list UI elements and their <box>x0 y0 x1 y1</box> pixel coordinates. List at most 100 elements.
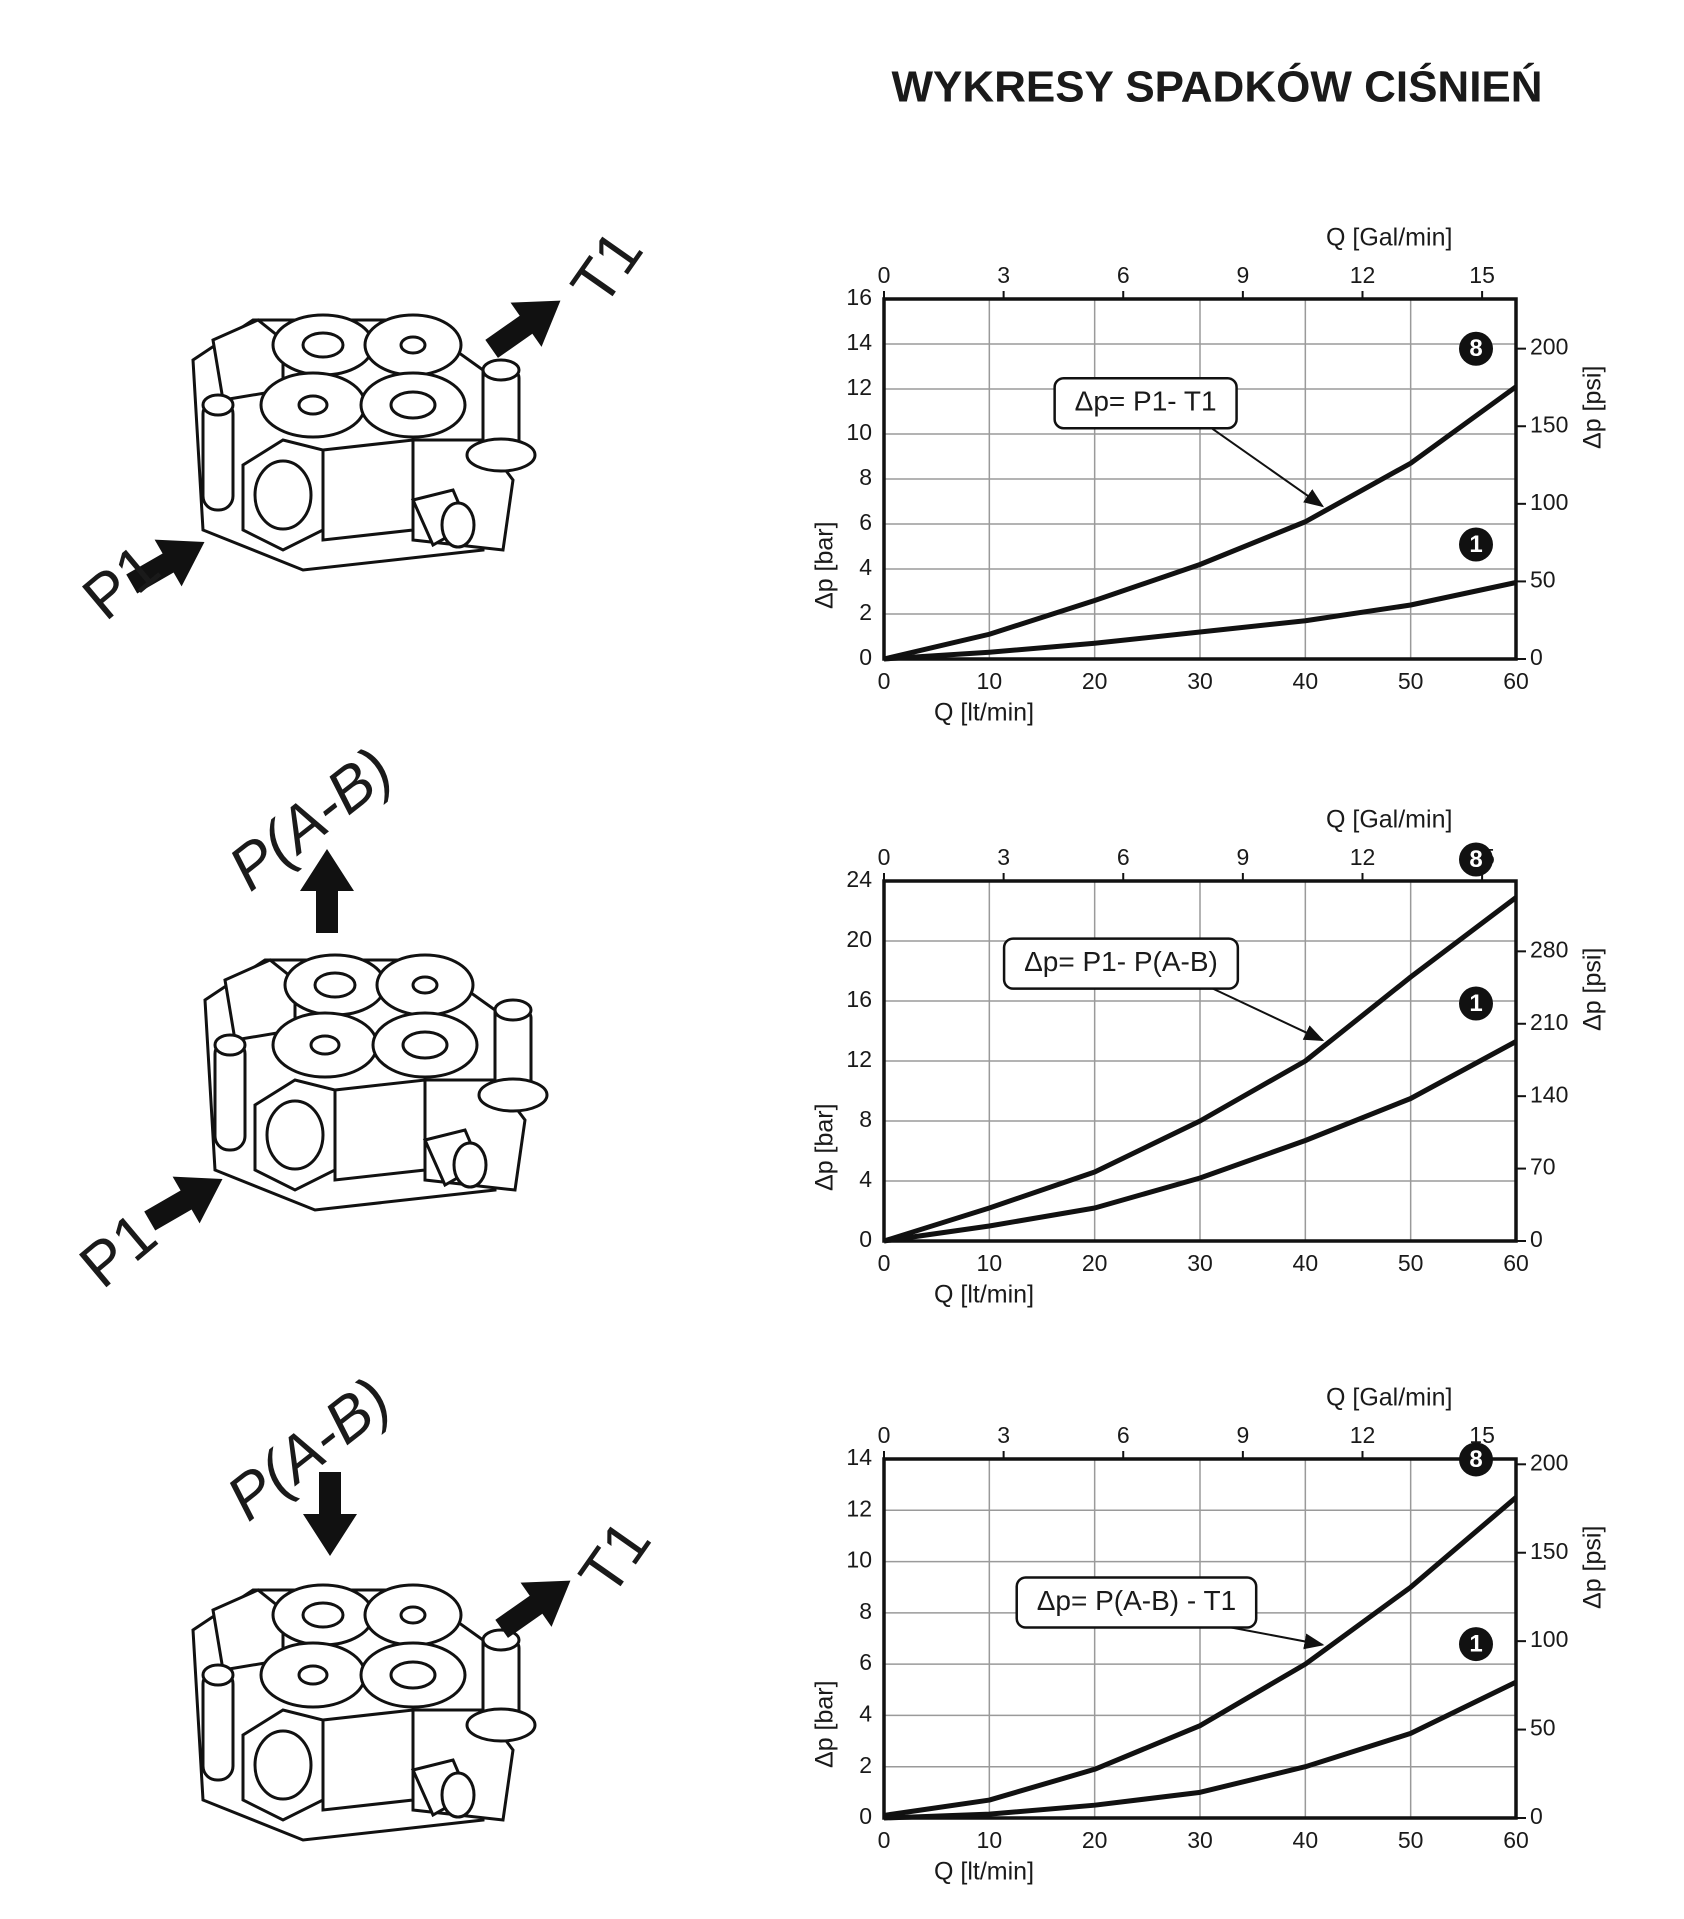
y2-tick-label: 0 <box>1530 1803 1543 1829</box>
x2-tick-label: 9 <box>1236 262 1249 288</box>
y-tick-label: 12 <box>846 374 872 400</box>
x2-tick-label: 12 <box>1350 262 1376 288</box>
y2-tick-label: 140 <box>1530 1081 1568 1107</box>
x2-tick-label: 0 <box>878 1422 891 1448</box>
y-tick-label: 6 <box>859 509 872 535</box>
x2-axis-label: Q [Gal/min] <box>1326 224 1452 252</box>
y2-tick-label: 100 <box>1530 1626 1568 1652</box>
y2-tick-label: 0 <box>1530 644 1543 670</box>
x-tick-label: 60 <box>1503 1250 1529 1276</box>
series-name: 1 <box>1469 1630 1482 1657</box>
x-tick-label: 0 <box>878 1250 891 1276</box>
y-axis-label: Δp [bar] <box>811 521 839 609</box>
x2-axis-label: Q [Gal/min] <box>1326 1384 1452 1412</box>
plot-frame <box>882 879 1518 1243</box>
y-tick-label: 8 <box>859 1106 872 1132</box>
x-tick-label: 40 <box>1293 1250 1319 1276</box>
annotation: Δp= P(A-B) - T1 <box>1037 1585 1236 1616</box>
series-name: 8 <box>1469 846 1482 873</box>
y-axis-label: Δp [bar] <box>811 1103 839 1191</box>
y2-tick-label: 200 <box>1530 1449 1568 1475</box>
y-tick-label: 10 <box>846 419 872 445</box>
x-tick-label: 0 <box>878 668 891 694</box>
x-tick-label: 20 <box>1082 1827 1108 1853</box>
y-tick-label: 6 <box>859 1649 872 1675</box>
port-label: P(A-B) <box>214 1365 403 1534</box>
valve-drawing <box>193 315 535 570</box>
x2-tick-label: 6 <box>1117 1422 1130 1448</box>
x-tick-label: 10 <box>977 1827 1003 1853</box>
y-tick-label: 0 <box>859 1803 872 1829</box>
x-tick-label: 40 <box>1293 668 1319 694</box>
annotation-arrow <box>1211 427 1325 508</box>
x2-axis-label: Q [Gal/min] <box>1326 806 1452 834</box>
series-line <box>883 1495 1518 1818</box>
y-tick-label: 10 <box>846 1547 872 1573</box>
y2-axis-label: Δp [psi] <box>1579 366 1607 449</box>
port-label: T1 <box>558 219 656 318</box>
y-tick-label: 16 <box>846 284 872 310</box>
y-tick-label: 14 <box>846 1444 872 1470</box>
x-tick-label: 50 <box>1398 1827 1424 1853</box>
x-tick-label: 40 <box>1293 1827 1319 1853</box>
x2-tick-label: 0 <box>878 262 891 288</box>
port-label: P1 <box>70 532 172 634</box>
annotation: Δp= P1- P(A-B) <box>1024 946 1218 977</box>
series-marker <box>1459 331 1493 366</box>
y2-tick-label: 50 <box>1530 1715 1556 1741</box>
y-tick-label: 8 <box>859 1598 872 1624</box>
x-tick-label: 50 <box>1398 668 1424 694</box>
y2-tick-label: 100 <box>1530 489 1568 515</box>
y-tick-label: 4 <box>859 1701 872 1727</box>
x-tick-label: 50 <box>1398 1250 1424 1276</box>
x2-tick-label: 9 <box>1236 844 1249 870</box>
x2-tick-label: 0 <box>878 844 891 870</box>
annotation-box <box>1002 937 1240 990</box>
annotation-box <box>1015 1576 1258 1629</box>
x2-tick-label: 12 <box>1350 1422 1376 1448</box>
series-line <box>883 895 1518 1244</box>
x-tick-label: 30 <box>1187 1827 1213 1853</box>
annotation-arrow <box>1212 987 1325 1042</box>
y2-tick-label: 200 <box>1530 334 1568 360</box>
series-name: 1 <box>1469 990 1482 1017</box>
x-tick-label: 10 <box>977 668 1003 694</box>
y-tick-label: 2 <box>859 599 872 625</box>
y-tick-label: 12 <box>846 1495 872 1521</box>
y2-tick-label: 70 <box>1530 1154 1556 1180</box>
x-tick-label: 0 <box>878 1827 891 1853</box>
series-name: 1 <box>1469 531 1482 558</box>
x-tick-label: 30 <box>1187 668 1213 694</box>
y-tick-label: 16 <box>846 986 872 1012</box>
y2-axis-label: Δp [psi] <box>1579 948 1607 1031</box>
series-line <box>883 384 1518 662</box>
series-name: 8 <box>1469 1446 1482 1473</box>
y2-axis-label: Δp [psi] <box>1579 1526 1607 1609</box>
series-line <box>883 1679 1518 1821</box>
x2-tick-label: 15 <box>1469 262 1495 288</box>
x2-tick-label: 9 <box>1236 1422 1249 1448</box>
y2-tick-label: 0 <box>1530 1226 1543 1252</box>
series-name: 8 <box>1469 335 1482 362</box>
x2-tick-label: 6 <box>1117 844 1130 870</box>
series-marker <box>1459 986 1493 1021</box>
series-marker <box>1459 1627 1493 1662</box>
y-tick-label: 8 <box>859 464 872 490</box>
valve-drawing <box>205 955 547 1210</box>
series-marker <box>1459 1442 1493 1477</box>
y-tick-label: 0 <box>859 1226 872 1252</box>
y-tick-label: 4 <box>859 1166 872 1192</box>
y-tick-label: 14 <box>846 329 872 355</box>
y-tick-label: 2 <box>859 1752 872 1778</box>
y-axis-label: Δp [bar] <box>811 1680 839 1768</box>
x-axis-label: Q [lt/min] <box>934 1858 1034 1886</box>
y-tick-label: 24 <box>846 866 872 892</box>
x-axis-label: Q [lt/min] <box>934 699 1034 727</box>
x-tick-label: 60 <box>1503 1827 1529 1853</box>
x-tick-label: 30 <box>1187 1250 1213 1276</box>
x2-tick-label: 12 <box>1350 844 1376 870</box>
x2-tick-label: 3 <box>997 844 1010 870</box>
x2-tick-label: 6 <box>1117 262 1130 288</box>
y-tick-label: 20 <box>846 926 872 952</box>
x-axis-label: Q [lt/min] <box>934 1281 1034 1309</box>
